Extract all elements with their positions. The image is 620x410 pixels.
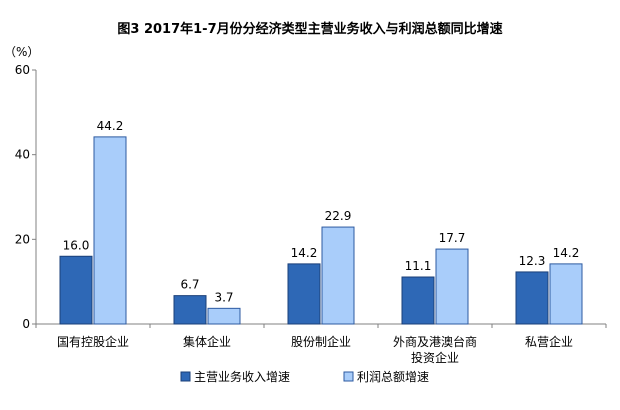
- x-category-label: 股份制企业: [291, 334, 351, 349]
- y-tick-label: 20: [15, 232, 30, 246]
- x-category-label: 国有控股企业: [57, 334, 129, 349]
- x-category-label: 私营企业: [525, 334, 573, 349]
- x-category-label-line: 外商及港澳台商: [393, 334, 477, 349]
- bar-profit-growth: [321, 226, 355, 325]
- legend-item-revenue-growth: 主营业务收入增速: [180, 369, 290, 384]
- legend-swatch: [180, 371, 191, 382]
- x-category-label: 外商及港澳台商投资企业: [393, 334, 477, 365]
- data-label-revenue-growth: 6.7: [180, 278, 199, 292]
- bar-profit-growth: [93, 136, 127, 325]
- data-label-profit-growth: 17.7: [439, 231, 466, 245]
- bar-profit-growth: [549, 263, 583, 325]
- bar-revenue-growth: [287, 263, 321, 325]
- legend-label: 主营业务收入增速: [194, 369, 290, 384]
- bar-revenue-growth: [173, 295, 207, 325]
- data-label-profit-growth: 14.2: [553, 246, 580, 260]
- legend-swatch: [343, 371, 354, 382]
- y-axis-unit-label: （%）: [4, 45, 39, 59]
- legend-item-profit-growth: 利润总额增速: [343, 370, 429, 384]
- x-category-label-line: 集体企业: [183, 334, 231, 349]
- bar-profit-growth: [435, 248, 469, 325]
- y-tick-label: 0: [22, 317, 30, 331]
- data-label-revenue-growth: 14.2: [291, 246, 318, 260]
- data-label-revenue-growth: 11.1: [405, 259, 432, 273]
- bar-revenue-growth: [515, 271, 549, 325]
- legend-label: 利润总额增速: [357, 370, 429, 384]
- bars: 16.0 44.2 6.7 3.7 14.2 22.9 11.1 17.7 12.3 14.2: [59, 119, 583, 325]
- x-category-label: 集体企业: [183, 334, 231, 349]
- chart-title: 图3 2017年1-7月份分经济类型主营业务收入与利润总额同比增速: [117, 21, 502, 37]
- x-category-label-line: 投资企业: [411, 350, 459, 365]
- data-label-profit-growth: 3.7: [214, 290, 233, 304]
- axes: 0 20 40 60 国有控股企业 集体企业 股份制企业 外商及港澳台商投资企业 私营企业: [15, 63, 607, 365]
- legend: 主营业务收入增速 利润总额增速: [180, 369, 429, 384]
- bar-revenue-growth: [59, 255, 93, 325]
- y-tick-label: 40: [15, 148, 30, 162]
- data-label-profit-growth: 44.2: [97, 119, 124, 133]
- x-category-label-line: 私营企业: [525, 334, 573, 349]
- y-tick-label: 60: [15, 63, 30, 77]
- data-label-profit-growth: 22.9: [325, 209, 352, 223]
- x-category-label-line: 股份制企业: [291, 334, 351, 349]
- bar-profit-growth: [207, 307, 241, 325]
- data-label-revenue-growth: 12.3: [519, 254, 546, 268]
- x-category-label-line: 国有控股企业: [57, 334, 129, 349]
- data-label-revenue-growth: 16.0: [63, 238, 90, 252]
- bar-revenue-growth: [401, 276, 435, 325]
